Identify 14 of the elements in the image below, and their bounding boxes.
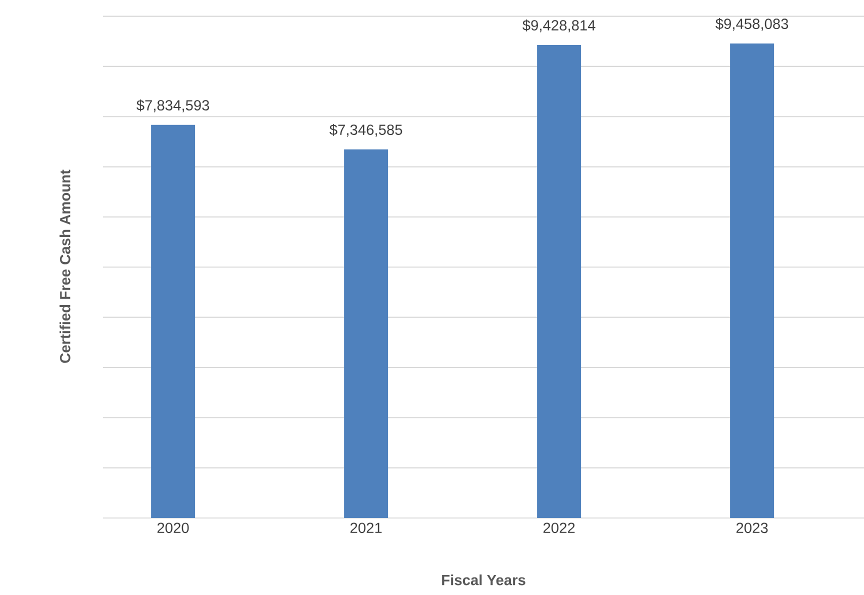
data-label: $7,346,585 bbox=[330, 124, 402, 137]
y-axis-title: Certified Free Cash Amount bbox=[60, 170, 70, 363]
bar bbox=[730, 43, 774, 518]
data-label: $7,834,593 bbox=[136, 99, 210, 112]
bar bbox=[344, 149, 388, 518]
x-tick-label: 2022 bbox=[543, 522, 575, 534]
data-label: $9,458,083 bbox=[716, 18, 788, 31]
x-tick-label: 2023 bbox=[736, 522, 768, 534]
x-tick-label: 2021 bbox=[350, 522, 382, 534]
bar bbox=[537, 44, 582, 518]
x-axis-title: Fiscal Years bbox=[442, 574, 526, 586]
x-tick-label: 2020 bbox=[157, 522, 189, 534]
bar bbox=[151, 124, 196, 518]
data-label: $9,428,814 bbox=[522, 19, 596, 32]
